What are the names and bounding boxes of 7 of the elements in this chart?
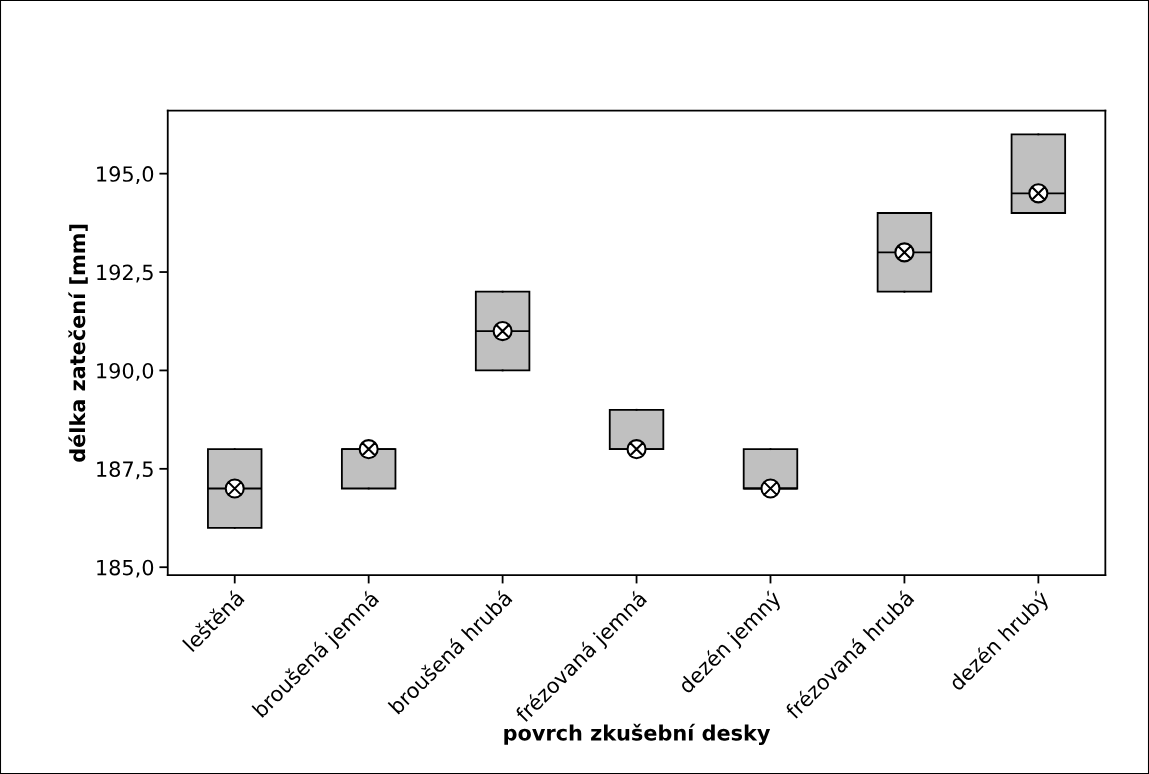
y-tick-label: 192,5	[97, 264, 153, 283]
x-axis-title: povrch zkušební desky	[504, 723, 771, 745]
y-tick-label: 187,5	[97, 461, 153, 480]
y-tick-label: 190,0	[97, 362, 154, 381]
y-axis-title: délka zatečení [mm]	[68, 224, 88, 462]
y-tick-label: 195,0	[97, 166, 154, 184]
y-tick-label: 185,0	[97, 559, 154, 578]
